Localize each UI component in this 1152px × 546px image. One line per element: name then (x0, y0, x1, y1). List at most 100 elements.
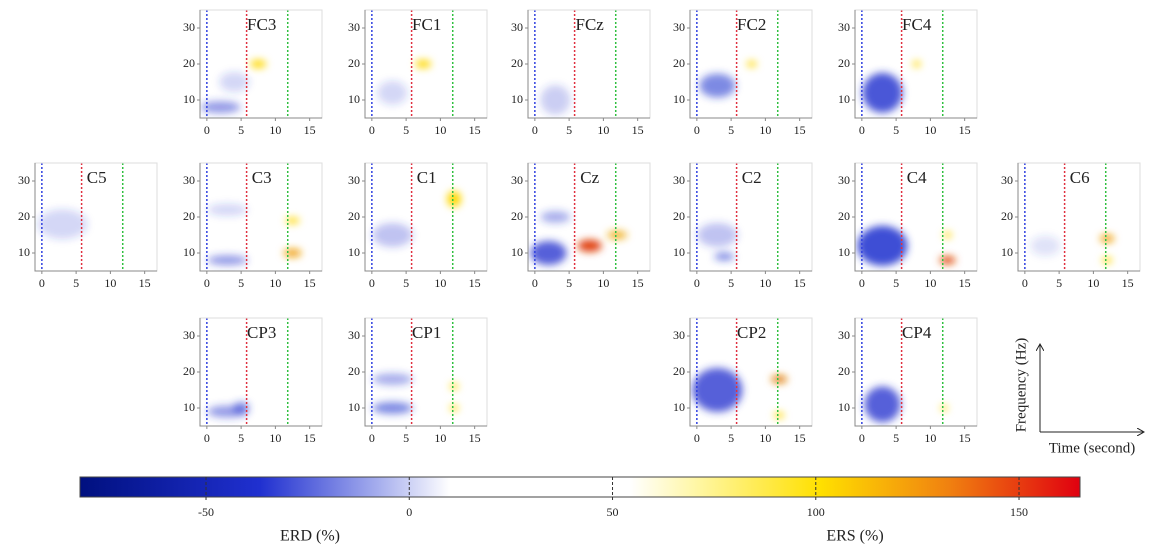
y-tick-label: 30 (18, 173, 30, 187)
panel-label: FC4 (902, 15, 932, 34)
x-tick-label: 0 (204, 123, 210, 137)
axes (199, 10, 322, 119)
x-tick-label: 15 (1122, 276, 1134, 290)
x-tick-label: 10 (269, 123, 281, 137)
panel-label: CP2 (737, 323, 766, 342)
panel: 0 5 10 15 10 20 30 FC2 (673, 9, 813, 137)
blob (774, 412, 785, 419)
y-tick-label: 30 (1001, 173, 1013, 187)
blob (250, 60, 267, 68)
x-tick-label: 0 (369, 123, 375, 137)
x-tick-label: 0 (204, 276, 210, 290)
y-tick-label: 10 (511, 245, 523, 259)
x-tick-label: 0 (859, 431, 865, 445)
blob (857, 225, 908, 266)
blob (372, 373, 413, 386)
y-tick-label: 30 (511, 20, 523, 34)
y-tick-label: 10 (673, 245, 685, 259)
x-tick-label: 15 (469, 123, 481, 137)
colorbar-tick-label: 100 (807, 505, 825, 519)
panel: 0 5 10 15 10 20 30 C2 (673, 162, 813, 290)
axes (34, 163, 157, 272)
panel: 0 5 10 15 10 20 30 C6 (1001, 162, 1141, 290)
axes (854, 163, 977, 272)
heatmap (862, 61, 921, 113)
y-tick-label: 20 (838, 364, 850, 378)
y-tick-label: 30 (673, 328, 685, 342)
x-tick-label: 15 (304, 276, 316, 290)
panel: 0 5 10 15 10 20 30 FC1 (348, 9, 488, 137)
heatmap (207, 402, 250, 418)
y-tick-label: 20 (348, 209, 360, 223)
y-tick-label: 20 (348, 56, 360, 70)
y-tick-label: 20 (673, 209, 685, 223)
y-tick-label: 10 (673, 92, 685, 106)
blob (377, 80, 408, 105)
blob (1102, 257, 1113, 264)
y-tick-label: 30 (348, 173, 360, 187)
axes (854, 318, 977, 427)
blob (699, 73, 736, 98)
x-tick-label: 0 (694, 276, 700, 290)
x-tick-label: 5 (728, 276, 734, 290)
y-tick-label: 10 (348, 92, 360, 106)
heatmap (864, 386, 948, 423)
axes (364, 10, 487, 119)
y-tick-label: 20 (511, 209, 523, 223)
blob (540, 85, 571, 115)
axes (199, 163, 322, 272)
x-tick-label: 10 (924, 123, 936, 137)
freq-label: Frequency (Hz) (1013, 338, 1029, 433)
x-tick-label: 10 (759, 123, 771, 137)
y-tick-label: 30 (673, 20, 685, 34)
x-tick-label: 0 (532, 123, 538, 137)
x-tick-label: 10 (924, 276, 936, 290)
blob (1100, 234, 1115, 243)
panel: 0 5 10 15 10 20 30 CP2 (673, 317, 813, 445)
blob (207, 255, 248, 266)
x-tick-label: 0 (859, 123, 865, 137)
y-tick-label: 10 (348, 400, 360, 414)
x-tick-label: 10 (434, 123, 446, 137)
y-tick-label: 10 (348, 245, 360, 259)
x-tick-label: 15 (794, 431, 806, 445)
colorbar-tick-label: 0 (406, 505, 412, 519)
x-tick-label: 5 (73, 276, 79, 290)
panel: 0 5 10 15 10 20 30 CP3 (183, 317, 323, 445)
x-tick-label: 15 (304, 123, 316, 137)
colorbar (79, 476, 1081, 498)
blob (207, 203, 248, 216)
axes (199, 318, 322, 427)
y-tick-label: 10 (838, 92, 850, 106)
x-tick-label: 0 (204, 431, 210, 445)
y-tick-label: 20 (511, 56, 523, 70)
y-tick-label: 30 (838, 173, 850, 187)
panel-label: CP3 (247, 323, 276, 342)
time-label: Time (second) (1049, 440, 1136, 456)
blob (233, 402, 250, 414)
panel: 0 5 10 15 10 20 30 CP1 (348, 317, 488, 445)
y-tick-label: 10 (673, 400, 685, 414)
blob (447, 191, 462, 207)
panel-label: C2 (742, 168, 762, 187)
panel: 0 5 10 15 10 20 30 C1 (348, 162, 488, 290)
x-tick-label: 15 (139, 276, 151, 290)
blob (692, 368, 743, 412)
blob (540, 211, 571, 223)
y-tick-label: 30 (838, 20, 850, 34)
x-tick-label: 10 (597, 123, 609, 137)
axes (1017, 163, 1140, 272)
y-tick-label: 30 (183, 173, 195, 187)
y-tick-label: 20 (673, 364, 685, 378)
y-tick-label: 30 (673, 173, 685, 187)
blob (607, 231, 628, 239)
x-tick-label: 5 (403, 123, 409, 137)
blob (372, 402, 413, 414)
panel-label: FC1 (412, 15, 441, 34)
blob (450, 405, 459, 411)
heatmap (372, 191, 462, 247)
blob (939, 256, 956, 265)
heatmap (207, 203, 302, 266)
panel: 0 5 10 15 10 20 30 FC4 (838, 9, 978, 137)
x-tick-label: 10 (434, 431, 446, 445)
